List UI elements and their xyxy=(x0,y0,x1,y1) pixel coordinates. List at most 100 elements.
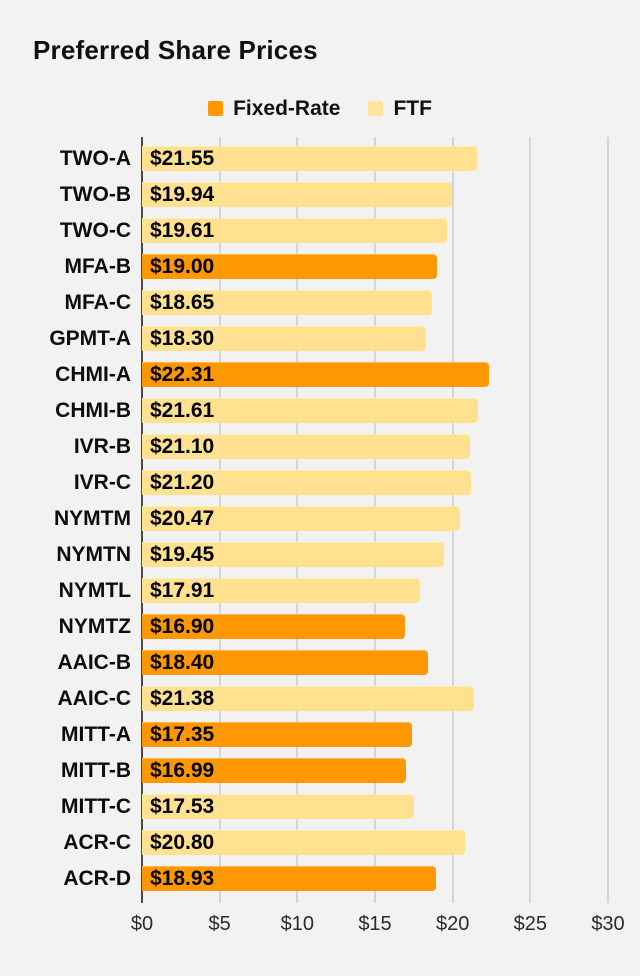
bar-mfa-c: $18.65 xyxy=(142,290,432,316)
bar-nymtn: $19.45 xyxy=(142,542,445,568)
bar-gpmt-a: $18.30 xyxy=(142,326,427,352)
chart-row: GPMT-A $18.30 xyxy=(0,321,640,357)
gridline xyxy=(607,136,609,903)
x-tick-label: $0 xyxy=(130,912,154,935)
chart-row: CHMI-A $22.31 xyxy=(0,357,640,393)
value-label: $18.40 xyxy=(150,651,215,675)
legend-label: FTF xyxy=(393,96,432,120)
value-label: $21.10 xyxy=(150,435,215,459)
bar-aaic-b: $18.40 xyxy=(142,650,428,676)
category-label: ACR-D xyxy=(63,866,131,890)
bar-mitt-a: $17.35 xyxy=(142,722,412,748)
bar-mitt-b: $16.99 xyxy=(142,758,406,784)
bar-track: $18.65 xyxy=(142,290,608,316)
category-label: CHMI-B xyxy=(55,398,131,422)
value-label: $22.31 xyxy=(150,363,215,387)
bar-mfa-b: $19.00 xyxy=(142,254,438,280)
value-label: $20.80 xyxy=(150,831,215,855)
value-label: $18.30 xyxy=(150,327,215,351)
chart-row: TWO-A $21.55 xyxy=(0,141,640,177)
value-label: $17.91 xyxy=(150,579,215,603)
chart-row: AAIC-B $18.40 xyxy=(0,645,640,681)
gridline xyxy=(529,136,532,903)
bar-track: $17.53 xyxy=(142,794,608,820)
bar-track: $18.40 xyxy=(142,650,608,676)
value-label: $18.65 xyxy=(150,291,215,315)
category-label: NYMTN xyxy=(56,542,131,566)
legend-item-ftf: FTF xyxy=(368,96,432,121)
bar-chmi-b: $21.61 xyxy=(142,398,478,424)
category-label: IVR-C xyxy=(73,470,131,494)
chart-row: TWO-C $19.61 xyxy=(0,213,640,249)
chart-row: MITT-C $17.53 xyxy=(0,789,640,825)
value-label: $19.00 xyxy=(150,255,215,279)
bar-chmi-a: $22.31 xyxy=(142,362,489,388)
chart-row: ACR-C $20.80 xyxy=(0,825,640,861)
chart-row: IVR-C $21.20 xyxy=(0,465,640,501)
category-label: TWO-A xyxy=(59,146,131,170)
ftf-swatch-icon xyxy=(368,101,384,117)
category-label: AAIC-B xyxy=(57,650,132,674)
bar-chart: TWO-A $21.55 TWO-B $19.94 TWO-C $19.61 MFA-B $1… xyxy=(0,136,640,945)
category-label: MITT-B xyxy=(61,758,131,782)
bar-two-b: $19.94 xyxy=(142,182,452,208)
bar-track: $21.20 xyxy=(142,470,608,496)
chart-row: MITT-B $16.99 xyxy=(0,753,640,789)
value-label: $21.61 xyxy=(150,399,215,423)
x-tick-label: $5 xyxy=(208,912,231,935)
bar-track: $21.38 xyxy=(142,686,608,712)
category-label: NYMTL xyxy=(58,578,131,602)
bar-track: $19.00 xyxy=(142,254,608,280)
chart-row: NYMTZ $16.90 xyxy=(0,609,640,645)
value-label: $18.93 xyxy=(150,867,215,891)
category-label: TWO-C xyxy=(59,218,131,242)
bar-track: $16.90 xyxy=(142,614,608,640)
x-tick-label: $20 xyxy=(435,912,470,935)
bar-track: $21.55 xyxy=(142,146,608,172)
bar-track: $21.10 xyxy=(142,434,608,460)
chart-row: MFA-B $19.00 xyxy=(0,249,640,285)
bar-nymtz: $16.90 xyxy=(142,614,405,640)
x-tick-label: $25 xyxy=(513,912,548,935)
x-tick-label: $10 xyxy=(280,912,315,935)
value-label: $17.53 xyxy=(150,795,215,819)
plot-area: TWO-A $21.55 TWO-B $19.94 TWO-C $19.61 MFA-B $1… xyxy=(0,136,640,903)
category-label: MITT-A xyxy=(61,722,131,746)
category-label: NYMTZ xyxy=(58,614,131,638)
bar-track: $18.30 xyxy=(142,326,608,352)
chart-row: IVR-B $21.10 xyxy=(0,429,640,465)
value-label: $21.20 xyxy=(150,471,215,495)
bar-nymtl: $17.91 xyxy=(142,578,421,604)
category-label: MITT-C xyxy=(61,794,131,818)
value-label: $21.55 xyxy=(150,147,215,171)
category-label: CHMI-A xyxy=(55,362,131,386)
category-label: ACR-C xyxy=(63,830,131,854)
bar-acr-d: $18.93 xyxy=(142,866,437,892)
bar-track: $18.93 xyxy=(142,866,608,892)
bar-track: $19.45 xyxy=(142,542,608,568)
category-label: TWO-B xyxy=(59,182,131,206)
category-label: MFA-B xyxy=(64,254,132,278)
x-axis: $0 $5 $10 $15 $20 $25 $30 xyxy=(131,903,625,945)
bar-aaic-c: $21.38 xyxy=(142,686,475,712)
bar-ivr-b: $21.10 xyxy=(142,434,470,460)
bar-ivr-c: $21.20 xyxy=(142,470,472,496)
chart-row: ACR-D $18.93 xyxy=(0,861,640,897)
x-tick-label: $30 xyxy=(591,912,625,935)
bar-mitt-c: $17.53 xyxy=(142,794,415,820)
bar-track: $19.94 xyxy=(142,182,608,208)
bar-nymtm: $20.47 xyxy=(142,506,460,532)
chart-row: TWO-B $19.94 xyxy=(0,177,640,213)
bar-track: $21.61 xyxy=(142,398,608,424)
bar-two-a: $21.55 xyxy=(142,146,477,172)
value-label: $17.35 xyxy=(150,723,215,747)
category-label: NYMTM xyxy=(54,506,131,530)
chart-row: MITT-A $17.35 xyxy=(0,717,640,753)
chart-row: NYMTM $20.47 xyxy=(0,501,640,537)
bar-track: $16.99 xyxy=(142,758,608,784)
chart-row: NYMTN $19.45 xyxy=(0,537,640,573)
bar-track: $20.47 xyxy=(142,506,608,532)
bar-acr-c: $20.80 xyxy=(142,830,466,856)
bar-track: $22.31 xyxy=(142,362,608,388)
